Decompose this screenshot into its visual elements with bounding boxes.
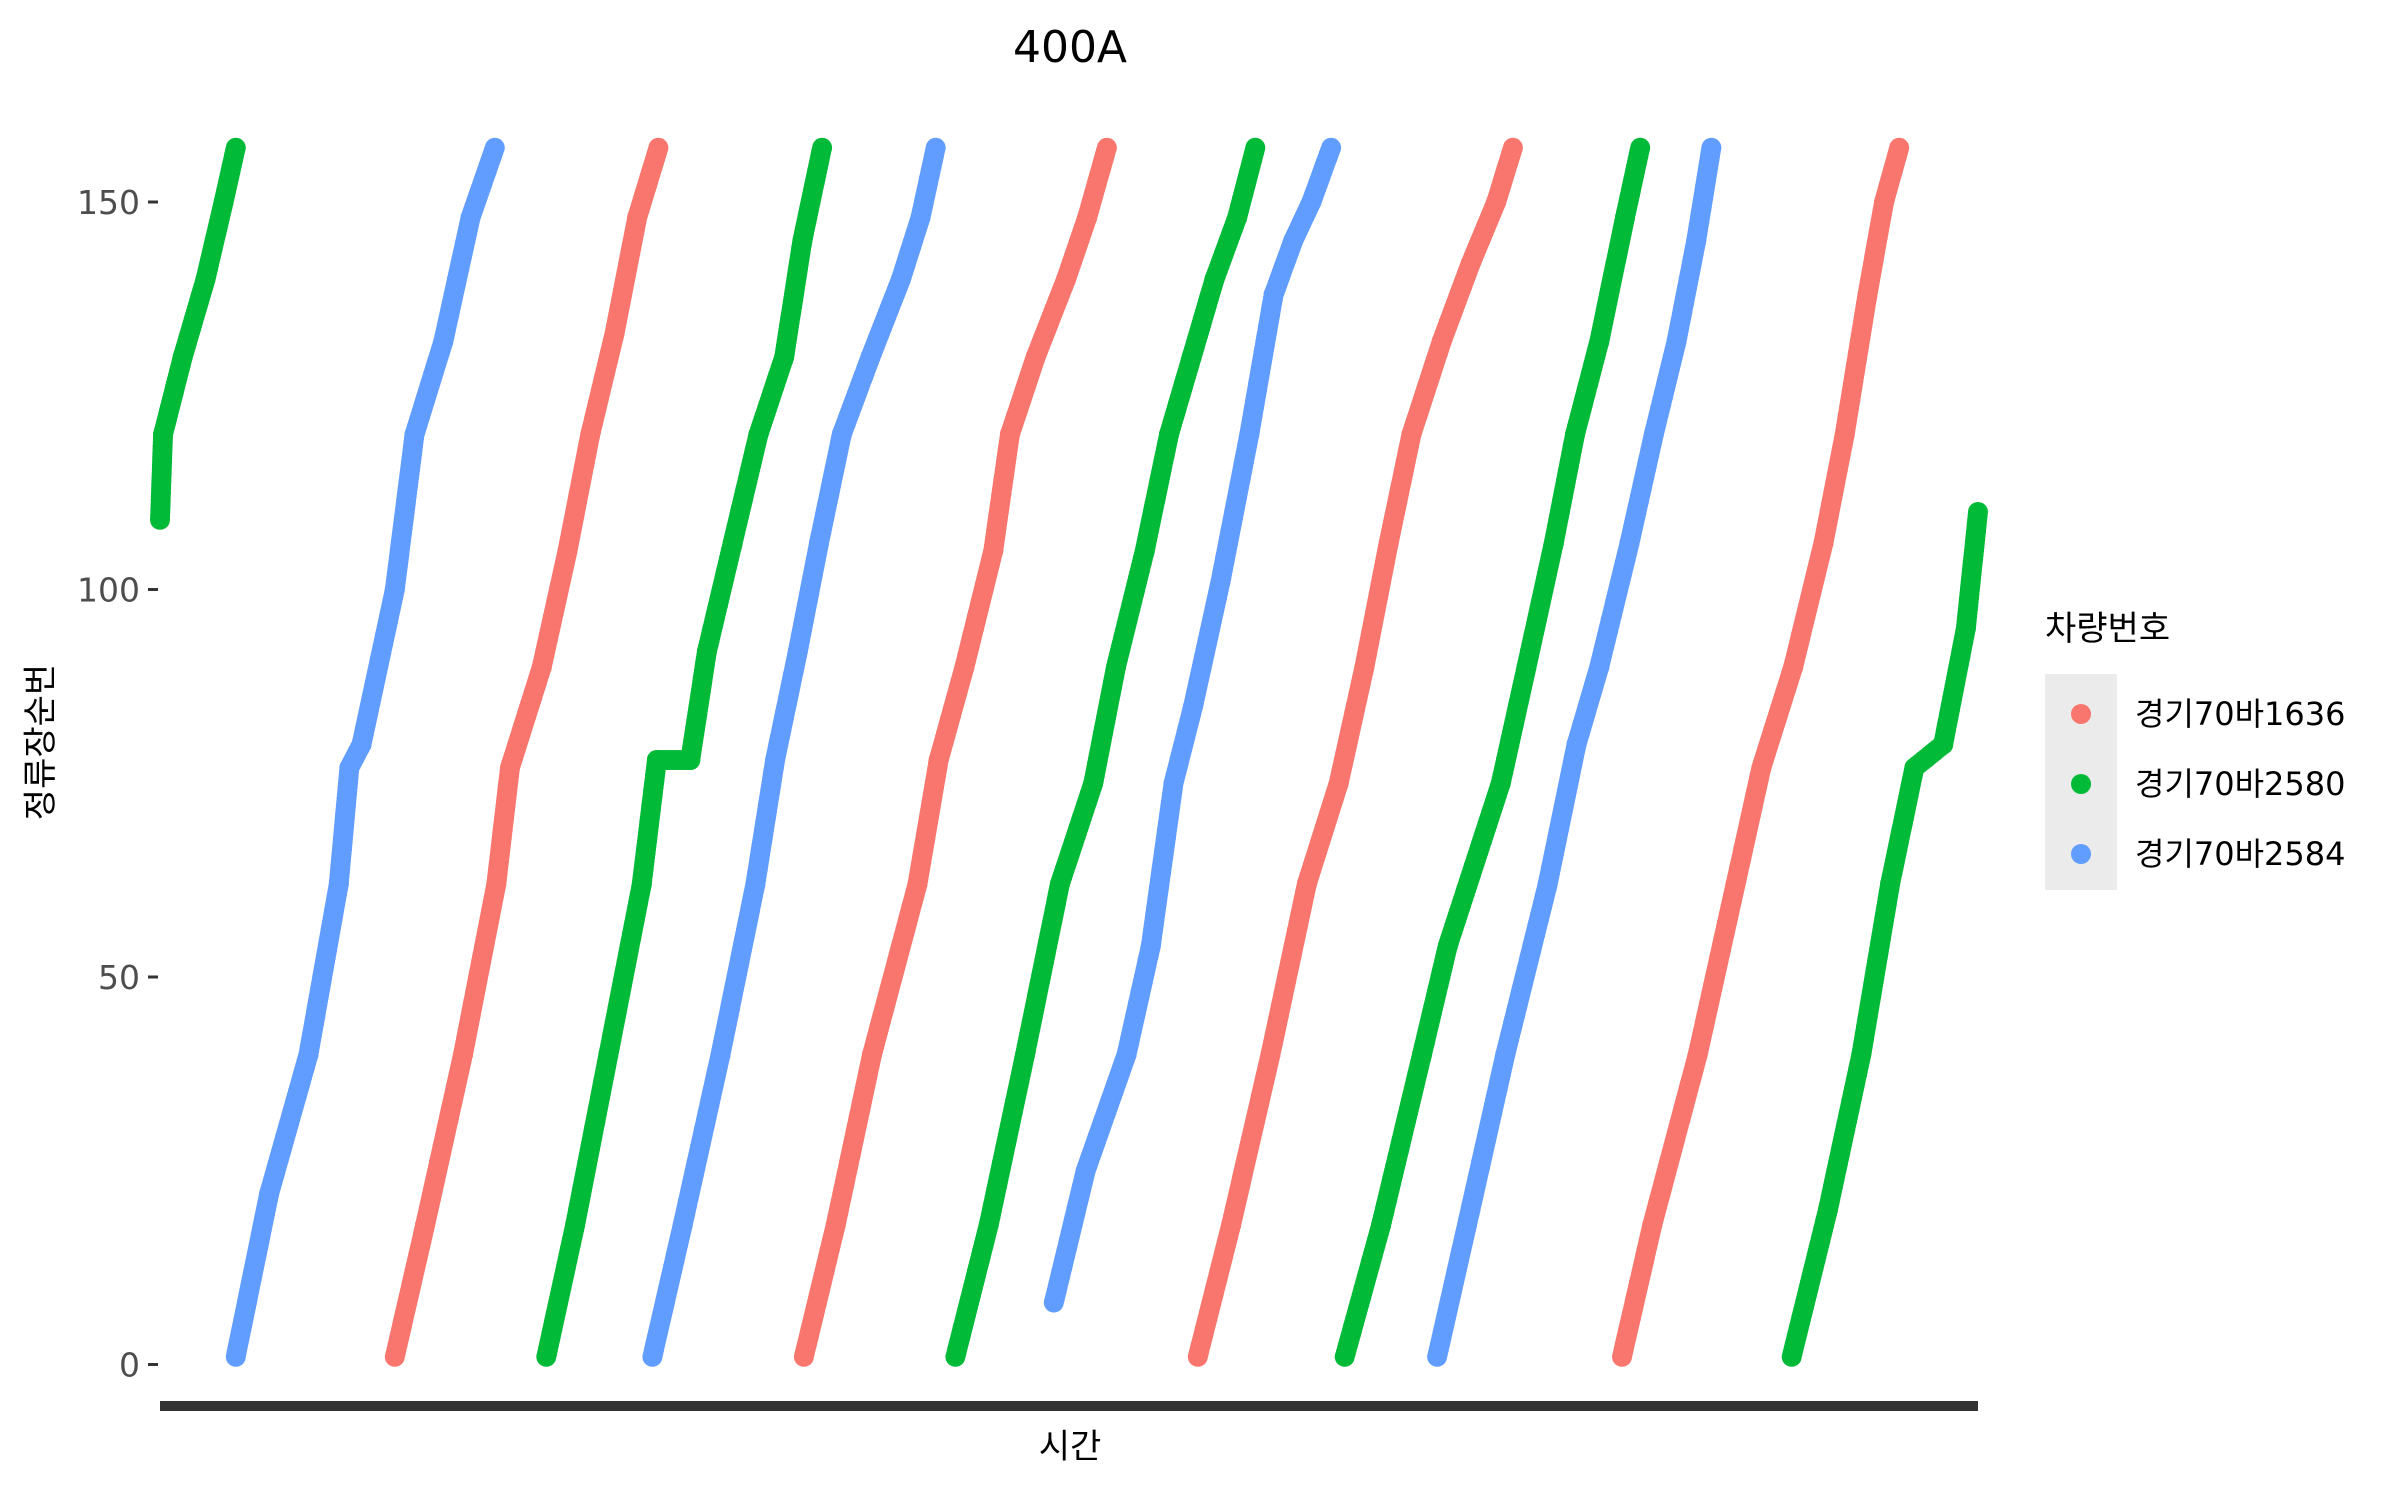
data-point	[1968, 502, 1988, 522]
legend-key	[2071, 704, 2091, 724]
legend-key	[2071, 774, 2091, 794]
legend-label: 경기70바2580	[2135, 765, 2345, 803]
data-point	[1096, 137, 1117, 158]
legend-label: 경기70바2584	[2135, 835, 2345, 873]
series-3	[225, 137, 1722, 1367]
y-tick-label: 0	[119, 1346, 140, 1385]
data-point	[1701, 137, 1722, 158]
series-1	[384, 137, 1910, 1367]
series-2	[150, 137, 1988, 1367]
x-axis-label: 시간	[1039, 1427, 1102, 1467]
y-tick-label: 150	[77, 183, 140, 222]
data-point	[1502, 137, 1523, 158]
chart-title: 400A	[1013, 22, 1127, 73]
y-tick-label: 100	[77, 571, 140, 610]
data-point	[812, 137, 833, 158]
legend: 차량번호 경기70바1636 경기70바2580 경기70바2584	[2045, 609, 2345, 890]
y-axis-label: 정류장순번	[21, 664, 61, 820]
x-axis-line	[160, 1401, 1978, 1411]
data-point	[1630, 137, 1651, 158]
data-point	[225, 137, 246, 158]
legend-key	[2071, 844, 2091, 864]
plot-area	[150, 137, 1988, 1367]
data-point	[1889, 137, 1910, 158]
data-point	[1321, 137, 1342, 158]
y-tick-label: 50	[98, 958, 140, 997]
y-axis: 0 50 100 150	[77, 183, 158, 1385]
data-point	[925, 137, 946, 158]
data-point	[484, 137, 505, 158]
data-point	[648, 137, 669, 158]
data-point	[1245, 137, 1266, 158]
legend-title: 차량번호	[2045, 609, 2170, 649]
legend-label: 경기70바1636	[2135, 695, 2345, 733]
